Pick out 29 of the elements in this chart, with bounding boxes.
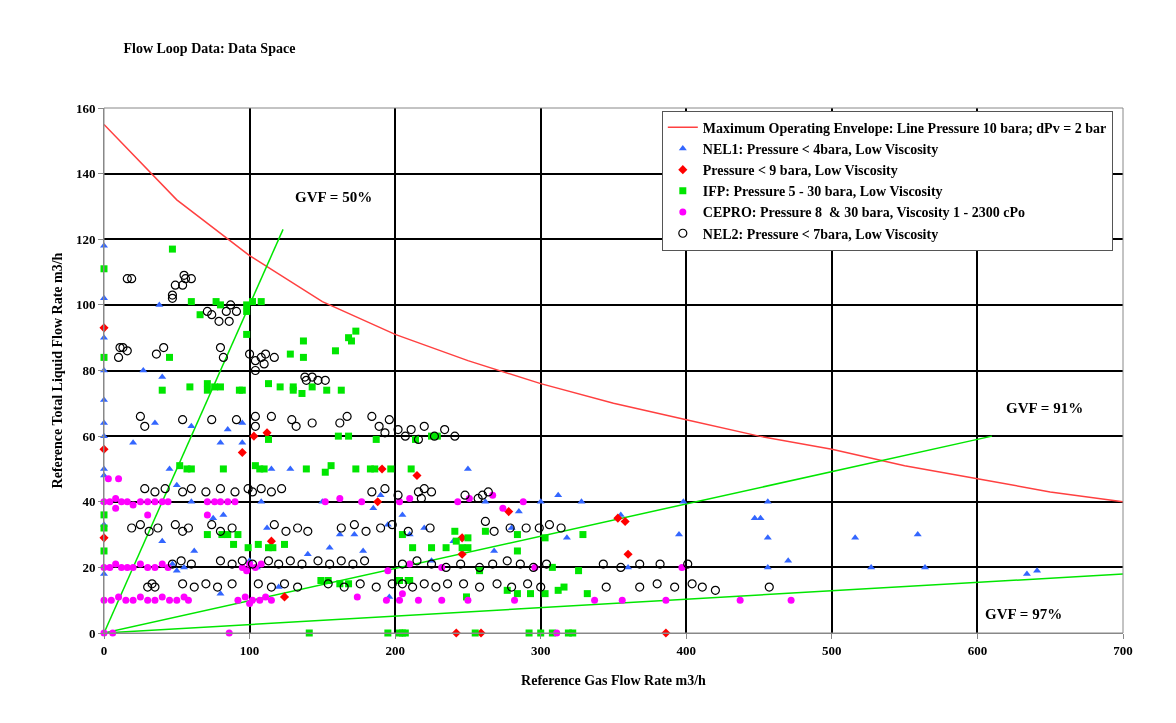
x-axis-title: Reference Gas Flow Rate m3/h [521, 672, 707, 688]
x-tick-label: 100 [239, 642, 260, 658]
legend-label: NEL2: Pressure < 7bara, Low Viscosity [702, 226, 939, 242]
annotation: GVF = 91% [1006, 400, 1084, 416]
chart-title: Flow Loop Data: Data Space [123, 41, 296, 57]
y-axis-title: Reference Total Liquid Flow Rate m3/h [49, 252, 65, 489]
legend-label: Maximum Operating Envelope: Line Pressure 10 bara; dPv = 2 bar [702, 120, 1107, 136]
x-tick-label: 600 [967, 642, 988, 658]
x-tick-label: 300 [530, 642, 551, 658]
y-tick-label: 60 [82, 428, 96, 444]
y-tick-label: 40 [82, 494, 96, 510]
y-tick-label: 160 [75, 100, 96, 116]
legend-label: CEPRO: Pressure 8 & 30 bara, Viscosity 1 - 2300 cPo [702, 205, 1026, 221]
legend-label: Pressure < 9 bara, Low Viscosity [702, 163, 898, 179]
x-tick-label: 700 [1113, 642, 1133, 658]
annotation: GVF = 50% [295, 189, 373, 205]
y-tick-label: 120 [75, 231, 96, 247]
y-tick-label: 100 [75, 297, 96, 313]
y-tick-label: 20 [82, 559, 96, 575]
annotation: GVF = 97% [985, 606, 1063, 622]
y-tick-label: 0 [88, 625, 96, 641]
x-tick-label: 400 [676, 642, 697, 658]
x-tick-label: 0 [100, 642, 108, 658]
x-tick-label: 200 [385, 642, 405, 658]
x-tick-label: 500 [822, 642, 842, 658]
legend-label: NEL1: Pressure < 4bara, Low Viscosity [702, 141, 939, 157]
y-tick-label: 80 [82, 363, 96, 379]
y-tick-label: 140 [75, 166, 96, 182]
legend-label: IFP: Pressure 5 - 30 bara, Low Viscosity [702, 184, 943, 200]
